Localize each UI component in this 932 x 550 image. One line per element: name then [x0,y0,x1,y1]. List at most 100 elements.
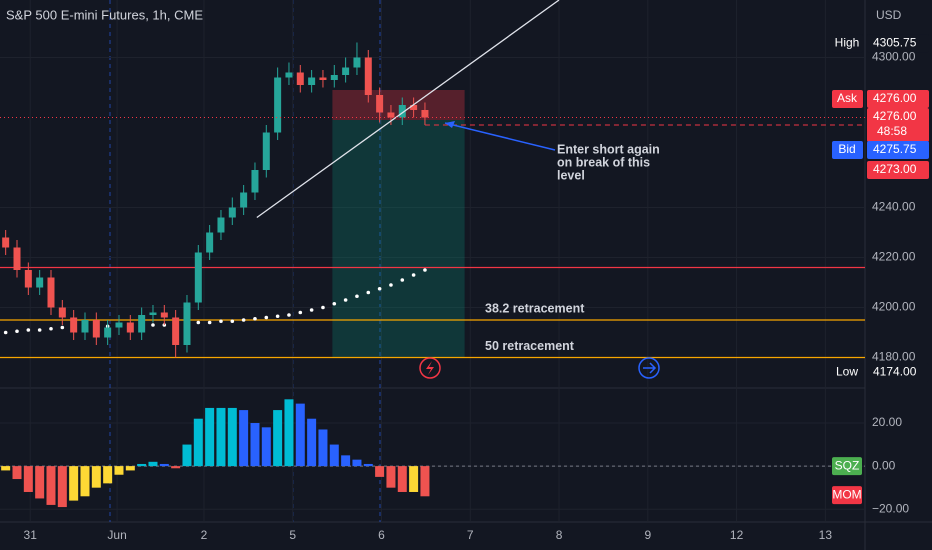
momentum-bar [103,466,113,484]
ma-dot [253,316,257,321]
ma-dot [15,329,19,334]
candle-body [217,217,225,233]
price-tag-value: 4174.00 [873,365,917,379]
x-tick-label: 31 [24,528,38,542]
momentum-bar [375,466,385,477]
event-icon-glyph [426,361,434,375]
y-tick-label: 20.00 [872,415,902,429]
price-tag-value: 4275.75 [873,142,917,156]
x-tick-label: 8 [556,528,563,542]
ma-dot [423,268,427,272]
price-tag-title-bg [832,34,863,53]
momentum-bar [261,427,271,467]
candle-body [364,57,372,95]
candle-body [240,192,248,208]
event-icon[interactable] [638,357,660,379]
candle-body [2,237,10,248]
momentum-bar [35,466,45,499]
price-tag-bg [867,161,929,179]
candle-body [126,322,134,333]
momentum-bar [159,463,169,467]
ma-dot [26,328,31,332]
candle-body [206,232,214,253]
ma-dot [309,308,314,312]
candle-body [296,72,304,85]
y-tick-label: 0.00 [872,458,896,472]
candle-body [285,72,293,78]
candle-body [36,277,44,288]
momentum-bar [352,459,362,467]
y-tick-label: 4200.00 [872,300,916,314]
price-tag-countdown: 48:58 [877,124,907,138]
ma-dot [377,286,382,291]
momentum-bar [420,466,430,497]
price-tag-value: 4276.00 [873,109,917,123]
momentum-bar [114,466,124,475]
candle-body [353,57,361,68]
x-tick-label: 13 [819,528,833,542]
momentum-bar [182,444,192,467]
candle-body [160,312,168,318]
y-tick-label: 4220.00 [872,250,916,264]
annotation-arrow [444,122,556,151]
ma-dot [3,330,8,335]
candle-body [308,77,316,85]
ma-dot [332,301,337,306]
ma-dot [230,319,235,324]
ma-dot [264,315,269,320]
indicator-tag-label: MOM [832,487,861,501]
candle-body [92,320,100,338]
ma-dot [366,290,371,295]
candle-body [138,315,146,333]
candle-body [58,307,66,318]
price-tag-bg [867,141,929,159]
momentum-bar [397,466,407,492]
momentum-bar [284,399,294,467]
momentum-bar [148,461,158,467]
candle-body [410,105,418,110]
ma-dot [355,294,359,299]
momentum-bar [250,423,260,467]
momentum-bar [227,407,237,467]
momentum-bar [329,444,339,467]
candle-body [183,302,191,345]
chart-title: S&P 500 E-mini Futures, 1h, CME [6,7,203,22]
momentum-bar [46,466,56,505]
x-tick-label: 5 [289,528,296,542]
candle-body [172,317,180,345]
candle-body [47,277,55,308]
price-tag-title: Low [836,365,858,379]
candle-body [104,327,112,338]
momentum-bar [307,418,317,467]
momentum-bar [80,466,90,497]
momentum-bar [193,418,203,467]
ma-dot [196,320,201,325]
indicator-tag [832,457,862,476]
candle-body [319,77,327,80]
x-tick-label: 9 [644,528,651,542]
ma-dot [343,298,348,302]
momentum-bar [12,466,22,480]
price-tag-value: 4305.75 [873,35,917,49]
x-tick-label: 6 [378,528,385,542]
annotation: on break of this [557,155,650,169]
candle-body [149,312,157,315]
candle-body [13,247,21,270]
y-tick-label: 4180.00 [872,350,916,364]
ma-dot [400,278,405,282]
ma-dot [60,325,65,330]
y-tick-label: −20.00 [872,501,909,515]
x-tick-label: 12 [730,528,744,542]
momentum-bar [363,463,373,467]
candle-body [228,207,236,218]
candle-body [251,170,259,193]
momentum-bar [318,429,328,467]
event-icon[interactable] [419,357,441,379]
target-zone [332,120,465,358]
momentum-bar [341,455,351,467]
candle-body [421,110,429,118]
ma-dot [49,326,53,331]
annotation: Enter short again [557,142,660,156]
ma-dot [298,310,303,315]
